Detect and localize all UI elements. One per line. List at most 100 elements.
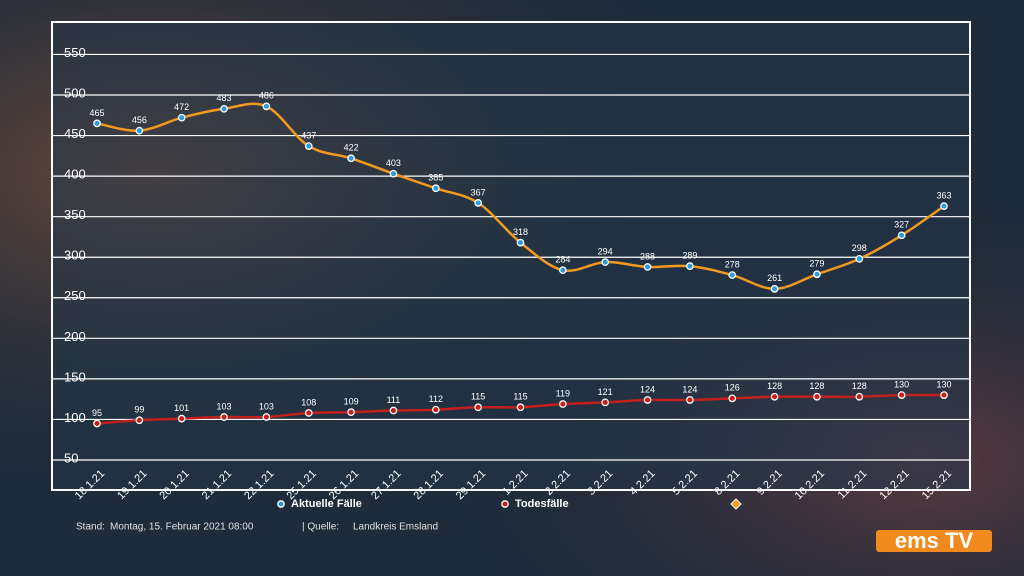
data-label: 108: [301, 397, 316, 407]
plot-frame: [51, 21, 971, 491]
data-label: 284: [555, 255, 570, 265]
y-tick-label: 150: [64, 369, 86, 384]
data-label: 385: [428, 173, 443, 183]
data-label: 109: [344, 397, 359, 407]
data-label: 456: [132, 115, 147, 125]
footer-stand-label: Stand:: [76, 522, 105, 533]
data-point: [855, 254, 864, 263]
data-label: 486: [259, 91, 274, 101]
data-label: 279: [809, 259, 824, 269]
data-point: [93, 419, 101, 428]
data-point: [431, 184, 440, 193]
y-tick-label: 100: [64, 410, 86, 425]
data-point: [770, 392, 779, 401]
data-label: 472: [174, 102, 189, 112]
data-label: 298: [852, 243, 867, 253]
data-label: 128: [767, 381, 782, 391]
data-point: [135, 416, 144, 425]
data-point: [558, 400, 567, 408]
data-label: 363: [936, 190, 951, 200]
data-point: [558, 266, 567, 275]
data-point: [347, 408, 355, 416]
data-label: 130: [936, 379, 951, 389]
data-point: [304, 142, 313, 150]
data-point: [304, 409, 313, 417]
data-point: [262, 413, 271, 421]
data-label: 289: [682, 251, 697, 261]
data-point: [897, 231, 906, 240]
data-label: 101: [174, 403, 189, 413]
data-point: [262, 102, 271, 111]
data-label: 403: [386, 158, 401, 168]
footer-source: Landkreis Emsland: [353, 522, 438, 533]
data-label: 99: [134, 405, 144, 415]
y-tick-label: 300: [64, 248, 86, 263]
data-point: [220, 413, 228, 421]
data-point: [855, 392, 864, 401]
legend: Aktuelle Fälle Todesfälle: [277, 498, 569, 510]
data-point: [770, 285, 779, 293]
y-tick-label: 200: [64, 329, 86, 344]
data-label: 367: [471, 187, 486, 197]
data-point: [431, 405, 440, 414]
data-label: 112: [429, 394, 443, 404]
data-label: 95: [92, 408, 102, 418]
data-label: 483: [217, 93, 232, 103]
y-tick-label: 50: [64, 450, 78, 465]
data-point: [135, 126, 144, 135]
logo-box: [876, 530, 992, 552]
data-point: [474, 403, 482, 412]
data-label: 119: [556, 388, 570, 398]
data-label: 288: [640, 251, 655, 261]
data-point: [728, 271, 737, 279]
data-point: [728, 394, 737, 403]
data-label: 128: [852, 381, 867, 391]
data-label: 103: [217, 401, 232, 411]
legend-marker: [730, 498, 742, 510]
data-point: [389, 169, 398, 178]
data-label: 115: [513, 392, 527, 402]
data-point: [474, 199, 482, 207]
data-point: [940, 391, 948, 399]
data-point: [940, 202, 948, 210]
y-tick-label: 350: [64, 207, 86, 222]
data-point: [601, 258, 610, 266]
y-tick-label: 500: [64, 85, 86, 100]
data-label: 124: [640, 384, 655, 394]
data-point: [813, 392, 821, 401]
data-point: [347, 154, 355, 163]
data-point: [389, 406, 398, 415]
legend-marker: [277, 500, 285, 508]
data-label: 278: [725, 259, 740, 269]
data-label: 121: [598, 387, 613, 397]
data-label: 422: [344, 143, 359, 153]
data-point: [220, 104, 228, 113]
data-point: [177, 113, 186, 122]
data-point: [643, 396, 652, 404]
data-label: 437: [301, 130, 316, 140]
data-point: [601, 398, 610, 407]
data-label: 103: [259, 401, 274, 411]
y-tick-label: 400: [64, 167, 86, 182]
y-tick-label: 550: [64, 45, 86, 60]
footer-stand: Montag, 15. Februar 2021 08:00: [110, 522, 254, 533]
data-label: 318: [513, 227, 528, 237]
footer-source-label: | Quelle:: [302, 522, 339, 533]
legend-label: Aktuelle Fälle: [291, 498, 362, 510]
data-label: 128: [809, 381, 824, 391]
legend-marker: [501, 500, 509, 508]
data-point: [516, 403, 525, 412]
data-label: 124: [682, 384, 697, 394]
data-point: [686, 396, 694, 404]
data-label: 126: [725, 383, 740, 393]
data-point: [686, 262, 694, 270]
data-point: [516, 238, 525, 247]
data-label: 294: [598, 246, 613, 256]
data-point: [177, 414, 186, 423]
logo: ems TV: [895, 528, 974, 553]
data-label: 111: [387, 395, 401, 405]
data-point: [897, 391, 906, 399]
legend-label: Todesfälle: [515, 498, 569, 510]
data-label: 115: [471, 392, 485, 402]
